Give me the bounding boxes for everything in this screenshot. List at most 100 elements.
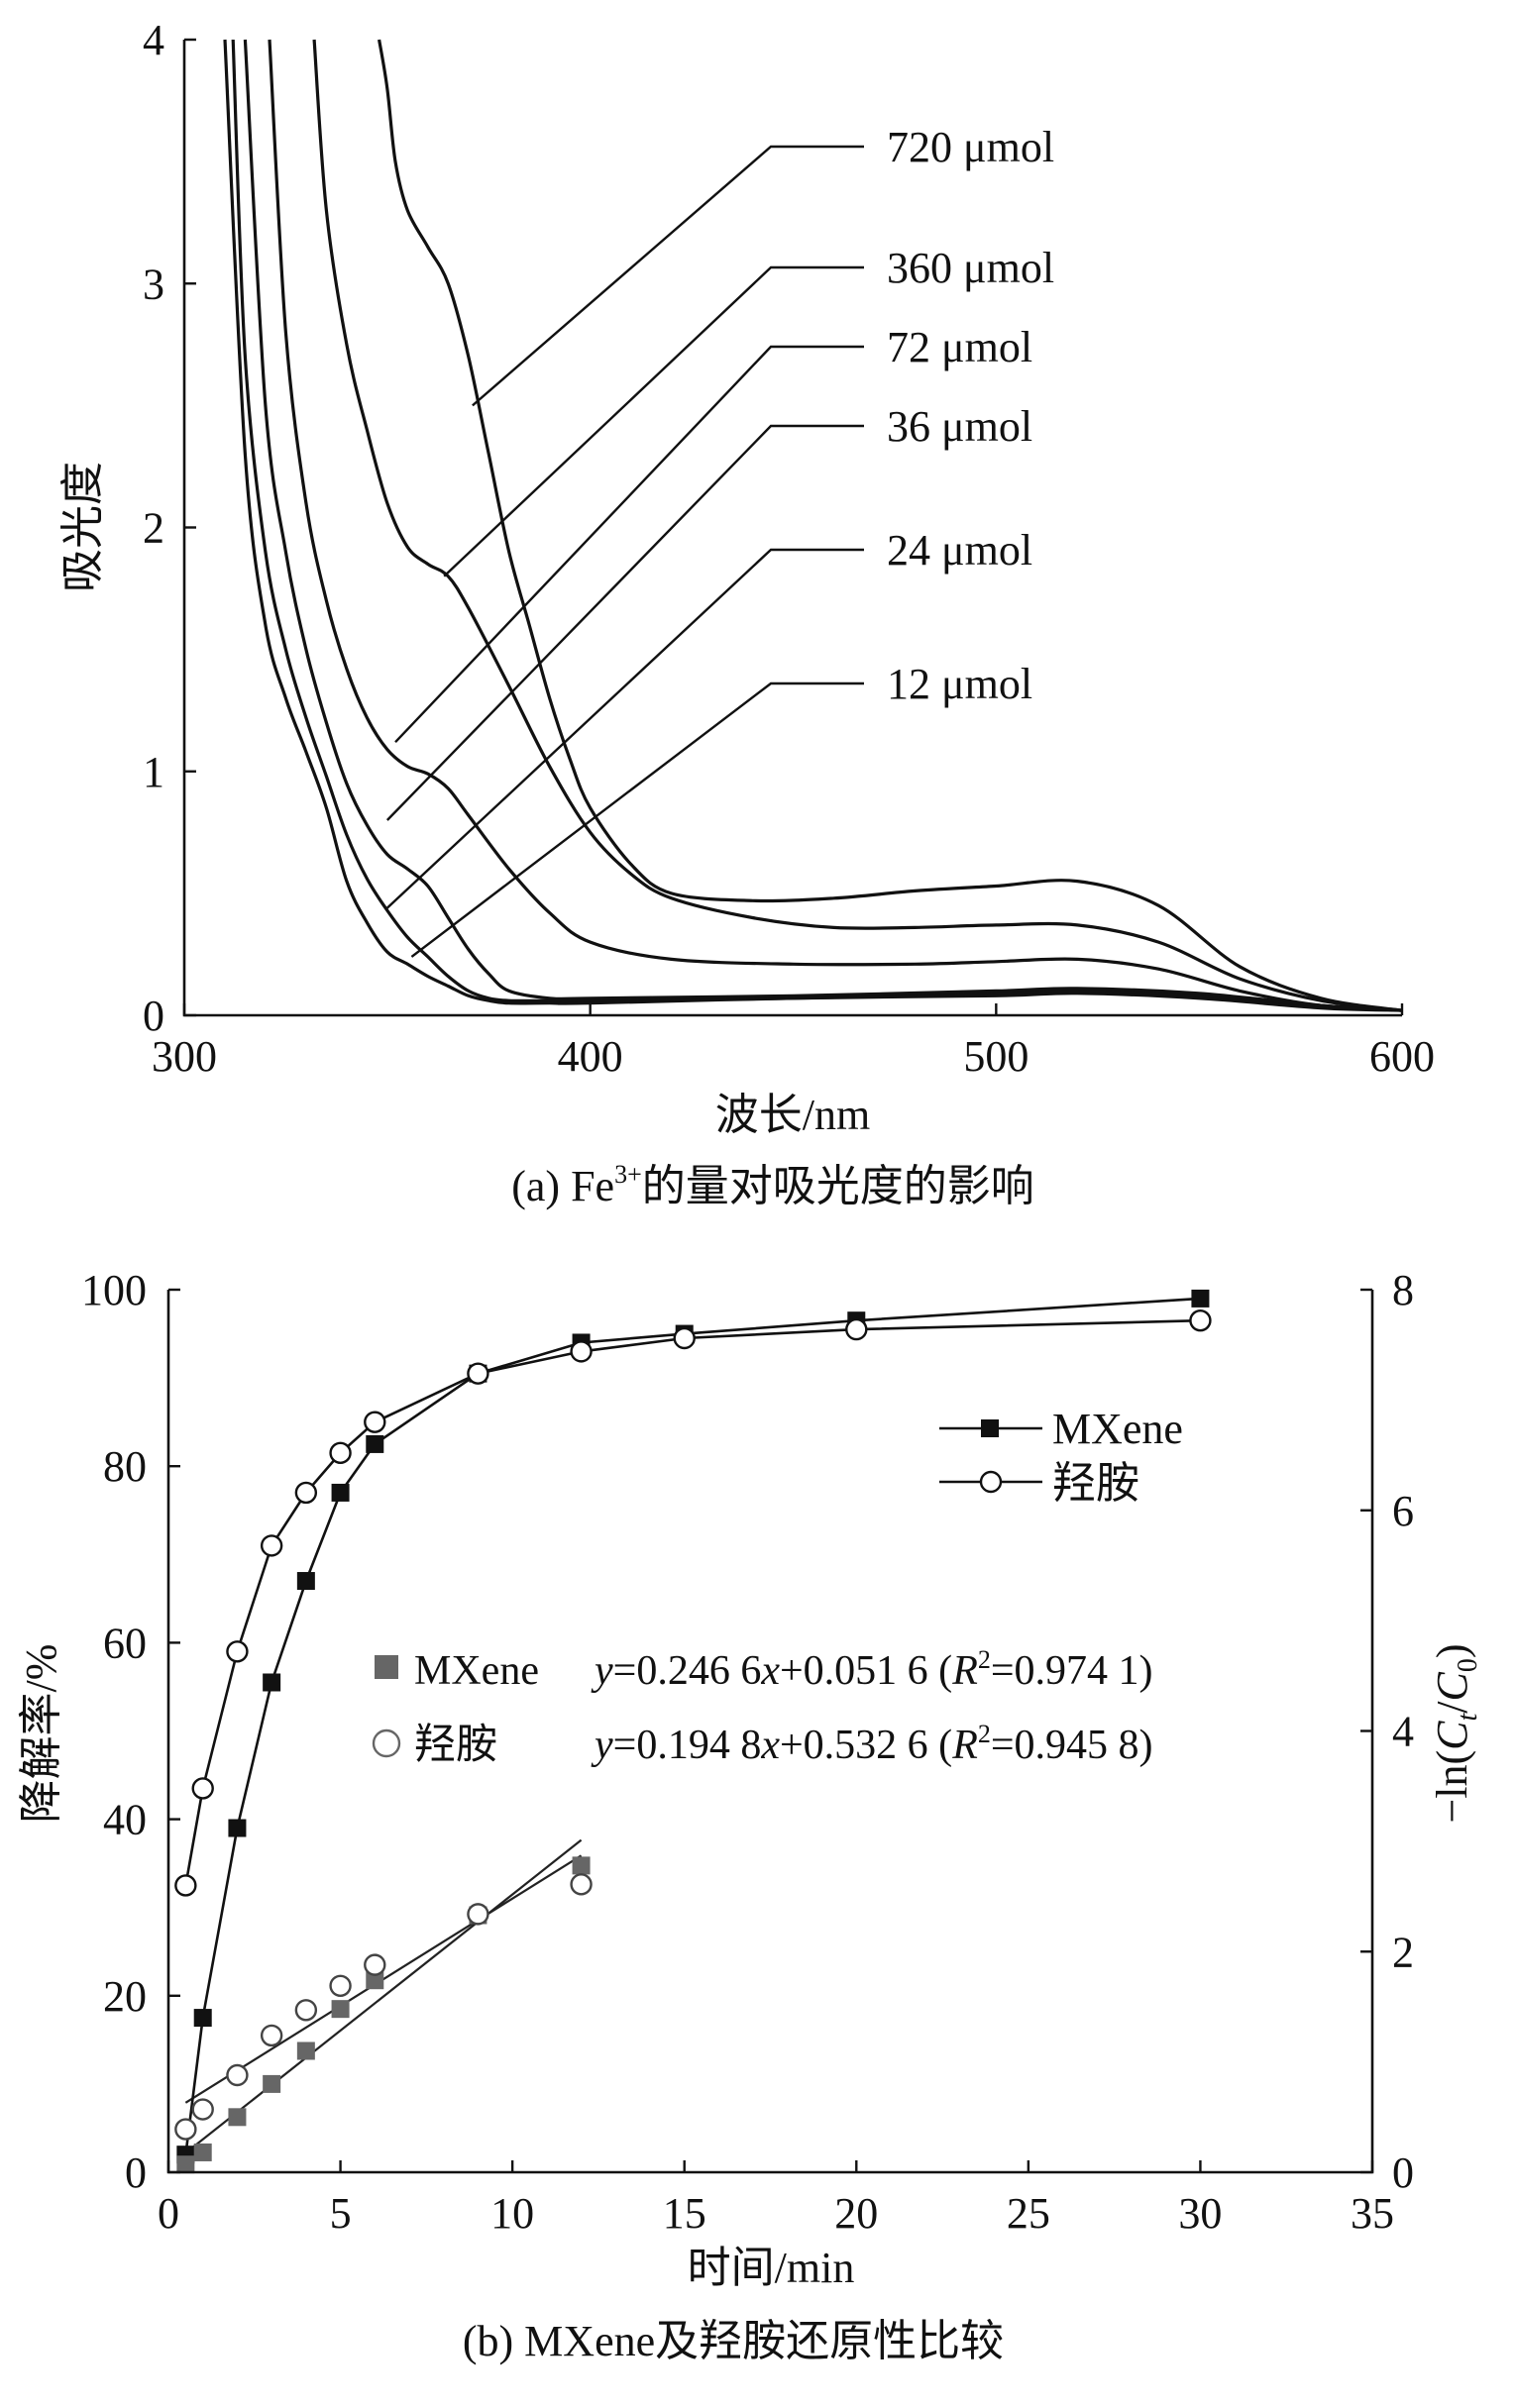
legend-label-mxene: MXene	[1052, 1405, 1183, 1453]
y-tick-label-b-40: 40	[103, 1796, 147, 1844]
y-tick-label-a-2: 2	[143, 504, 164, 553]
x-tick-label-b-10: 10	[490, 2189, 534, 2238]
eq-marker-mxene	[375, 1655, 398, 1679]
fit-equation-hydroxylamine: y=0.194 8x+0.532 6 (R2=0.945 8)	[591, 1720, 1153, 1768]
x-axis-label-a: 波长/nm	[715, 1091, 870, 1139]
point-series-0-6	[366, 1434, 384, 1453]
point-series-3-8	[570, 1873, 593, 1896]
y-axis-label-right-b: −ln(Ct/C0)	[1428, 1643, 1483, 1823]
point-series-3-6	[364, 1953, 386, 1976]
series-line-0	[184, 1297, 1201, 2155]
axes-frame-b	[166, 1290, 1374, 2174]
series-label-series-0: 12 μmol	[887, 660, 1032, 708]
y-right-tick-label-b-6: 6	[1392, 1487, 1414, 1535]
eq-hydroxylamine-r-value: =0.945 8)	[991, 1723, 1153, 1768]
point-series-3-2	[226, 2063, 249, 2087]
point-series-1-11	[1189, 1309, 1212, 1332]
fit-equation-mxene: y=0.246 6x+0.051 6 (R2=0.974 1)	[591, 1645, 1153, 1694]
y-tick-label-b-0: 0	[125, 2148, 147, 2197]
x-tick-label-a-300: 300	[152, 1032, 217, 1081]
point-series-1-0	[174, 1874, 197, 1897]
y-tick-label-b-60: 60	[103, 1619, 147, 1667]
absorbance-curve-series-2	[243, 39, 1403, 1012]
series-label-series-1: 24 μmol	[887, 526, 1032, 575]
eq-hydroxylamine-x: x	[760, 1723, 780, 1768]
y-axis-label-b: 降解率/%	[17, 1644, 65, 1824]
point-series-3-1	[191, 2098, 214, 2121]
point-series-2-5	[331, 2000, 350, 2019]
leader-line-series-1	[386, 548, 864, 909]
absorbance-curve-series-1	[231, 39, 1403, 1012]
x-axis-label-b: 时间/min	[688, 2244, 855, 2292]
series-label-series-3: 72 μmol	[887, 323, 1032, 371]
legend-marker-hydroxylamine	[979, 1470, 1003, 1494]
point-series-0-4	[296, 1572, 315, 1591]
leader-line-series-4	[443, 265, 864, 577]
series-label-leaders: 12 μmol 24 μmol 36 μmol 72 μmol 360 μmol 720 …	[385, 123, 1054, 958]
point-series-0-3	[263, 1673, 281, 1692]
eq-mxene-r: R	[951, 1648, 978, 1694]
absorbance-curve-series-4	[312, 39, 1403, 1012]
x-tick-label-a-500: 500	[963, 1032, 1029, 1081]
point-series-1-6	[364, 1411, 386, 1433]
leader-line-series-2	[385, 424, 864, 821]
x-tick-label-b-15: 15	[663, 2189, 706, 2238]
y-right-tick-label-b-4: 4	[1392, 1708, 1414, 1756]
point-series-1-2	[226, 1640, 249, 1663]
point-series-1-3	[260, 1534, 283, 1557]
axes-frame-a	[182, 40, 1402, 1017]
point-series-2-4	[296, 2042, 315, 2060]
right-label-slash: /	[1428, 1701, 1476, 1714]
caption-a-superscript: 3+	[614, 1160, 642, 1189]
absorbance-curves	[223, 39, 1403, 1012]
x-tick-label-b-5: 5	[330, 2189, 352, 2238]
point-series-2-8	[572, 1856, 591, 1875]
point-series-3-3	[260, 2024, 283, 2047]
absorbance-curve-series-5	[378, 39, 1403, 1012]
y-tick-label-b-100: 100	[81, 1266, 147, 1314]
x-tick-label-b-35: 35	[1351, 2189, 1394, 2238]
point-series-0-1	[193, 2009, 212, 2028]
point-series-3-5	[329, 1974, 352, 1997]
eq-hydroxylamine-r: R	[951, 1723, 978, 1768]
y-tick-label-a-0: 0	[143, 992, 164, 1040]
right-label-post: )	[1428, 1643, 1476, 1658]
y-right-tick-label-b-2: 2	[1392, 1928, 1414, 1976]
leader-line-series-3	[394, 345, 864, 744]
x-tick-label-b-0: 0	[158, 2189, 179, 2238]
right-label-c2: C	[1428, 1671, 1476, 1701]
eq-mxene-slope: =0.246 6	[613, 1648, 762, 1694]
caption-a-suffix: 的量对吸光度的影响	[642, 1162, 1034, 1210]
axis-ticks-a: 300 400 500 600 0 1 2 3 4	[143, 16, 1435, 1081]
y-tick-label-a-3: 3	[143, 260, 164, 308]
point-series-0-11	[1191, 1289, 1210, 1308]
absorbance-chart: 12 μmol 24 μmol 36 μmol 72 μmol 360 μmol 720 …	[58, 16, 1435, 1210]
point-series-2-6	[366, 1971, 384, 1990]
right-label-c1: C	[1428, 1721, 1476, 1750]
y-right-tick-label-b-0: 0	[1392, 2148, 1414, 2197]
series-label-series-5: 720 μmol	[887, 123, 1054, 171]
point-series-0-5	[331, 1483, 350, 1502]
y-axis-label-a: 吸光度	[58, 462, 107, 592]
point-series-1-7	[467, 1362, 489, 1385]
fit-equations: MXene y=0.246 6x+0.051 6 (R2=0.974 1) 羟胺…	[372, 1645, 1153, 1768]
point-series-1-9	[673, 1326, 696, 1350]
point-series-3-7	[467, 1903, 489, 1926]
point-series-1-5	[329, 1441, 352, 1465]
absorbance-curve-series-3	[268, 39, 1403, 1012]
y-tick-label-b-20: 20	[103, 1972, 147, 2021]
point-series-2-3	[263, 2074, 281, 2093]
eq-hydroxylamine-slope: =0.194 8	[613, 1723, 762, 1768]
x-tick-label-a-400: 400	[558, 1032, 623, 1081]
point-series-2-0	[176, 2155, 195, 2174]
eq-label-mxene: MXene	[414, 1648, 539, 1694]
fit-line-series-2	[184, 1838, 583, 2154]
eq-mxene-r-value: =0.974 1)	[991, 1648, 1153, 1694]
eq-mxene-y: y	[591, 1648, 613, 1694]
point-series-1-8	[570, 1340, 593, 1363]
eq-mxene-r-sup: 2	[978, 1645, 991, 1674]
eq-label-hydroxylamine: 羟胺	[414, 1722, 497, 1768]
point-series-1-10	[845, 1317, 868, 1341]
